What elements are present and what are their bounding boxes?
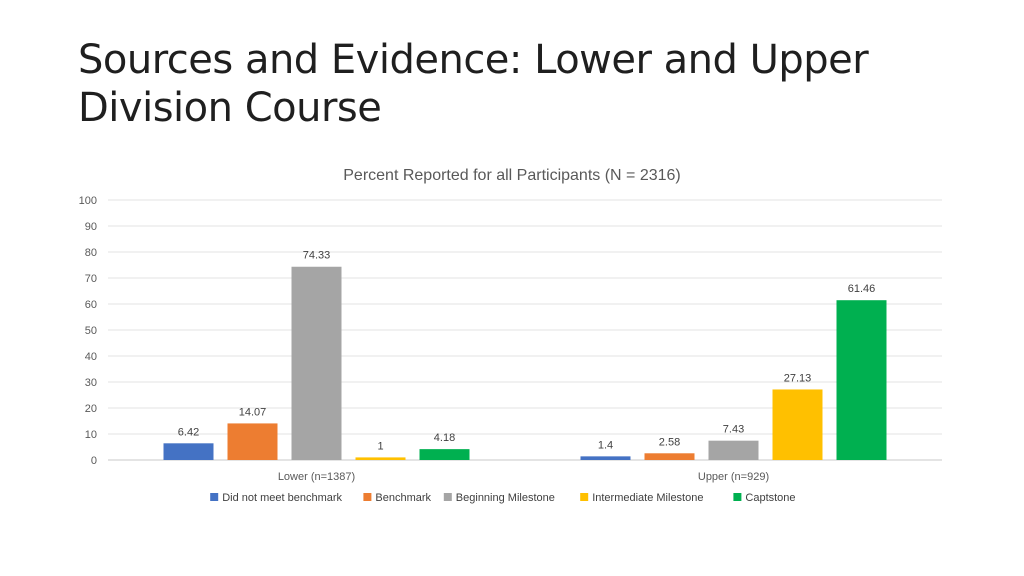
bar-value-label: 14.07 xyxy=(239,406,267,418)
legend-label: Intermediate Milestone xyxy=(592,492,703,504)
legend-label: Benchmark xyxy=(375,492,431,504)
bar-value-label: 4.18 xyxy=(434,432,455,444)
bar-value-label: 1 xyxy=(377,440,383,452)
y-tick-label: 100 xyxy=(79,195,97,207)
legend-label: Did not meet benchmark xyxy=(222,492,342,504)
data-labels: 6.42 14.07 74.33 1 4.18 1.4 2.58 7.43 27.13 61.46 xyxy=(178,250,875,453)
legend: Did not meet benchmark Benchmark Beginning… xyxy=(210,492,796,504)
y-tick-label: 0 xyxy=(91,455,97,467)
bar xyxy=(836,300,887,460)
bar xyxy=(644,453,695,460)
bar-value-label: 6.42 xyxy=(178,426,199,438)
x-category-label: Lower (n=1387) xyxy=(278,471,355,483)
legend-swatch xyxy=(443,493,452,501)
legend-swatch xyxy=(580,493,589,501)
bar xyxy=(772,389,823,460)
bar xyxy=(291,266,342,460)
legend-swatch xyxy=(733,493,742,501)
legend-label: Beginning Milestone xyxy=(456,492,555,504)
bar-value-label: 2.58 xyxy=(659,436,680,448)
legend-label: Captstone xyxy=(745,492,795,504)
y-tick-label: 40 xyxy=(85,351,97,363)
bar-value-label: 27.13 xyxy=(784,372,812,384)
bar xyxy=(580,456,631,460)
gridlines xyxy=(108,199,942,461)
slide-title: Sources and Evidence: Lower and Upper Di… xyxy=(78,37,869,131)
bar xyxy=(227,423,278,460)
bars xyxy=(163,266,887,460)
x-category-label: Upper (n=929) xyxy=(698,471,769,483)
y-tick-label: 50 xyxy=(85,325,97,337)
y-tick-label: 80 xyxy=(85,247,97,259)
y-tick-label: 20 xyxy=(85,403,97,415)
bar xyxy=(163,443,214,460)
legend-swatch xyxy=(210,493,219,501)
bar-value-label: 1.4 xyxy=(598,439,613,451)
y-tick-label: 10 xyxy=(85,429,97,441)
bar xyxy=(708,440,759,460)
y-tick-label: 70 xyxy=(85,273,97,285)
legend-swatch xyxy=(363,493,372,501)
chart-title: Percent Reported for all Participants (N… xyxy=(343,167,681,184)
bar xyxy=(355,457,406,460)
y-tick-label: 60 xyxy=(85,299,97,311)
y-tick-label: 90 xyxy=(85,221,97,233)
bar-value-label: 7.43 xyxy=(723,424,744,436)
x-axis-categories: Lower (n=1387) Upper (n=929) xyxy=(278,471,769,483)
bar-value-label: 74.33 xyxy=(303,250,331,262)
bar-value-label: 61.46 xyxy=(848,283,876,295)
y-tick-label: 30 xyxy=(85,377,97,389)
y-axis-ticks: 0 10 20 30 40 50 60 70 80 90 100 xyxy=(79,195,97,467)
bar xyxy=(419,449,470,460)
